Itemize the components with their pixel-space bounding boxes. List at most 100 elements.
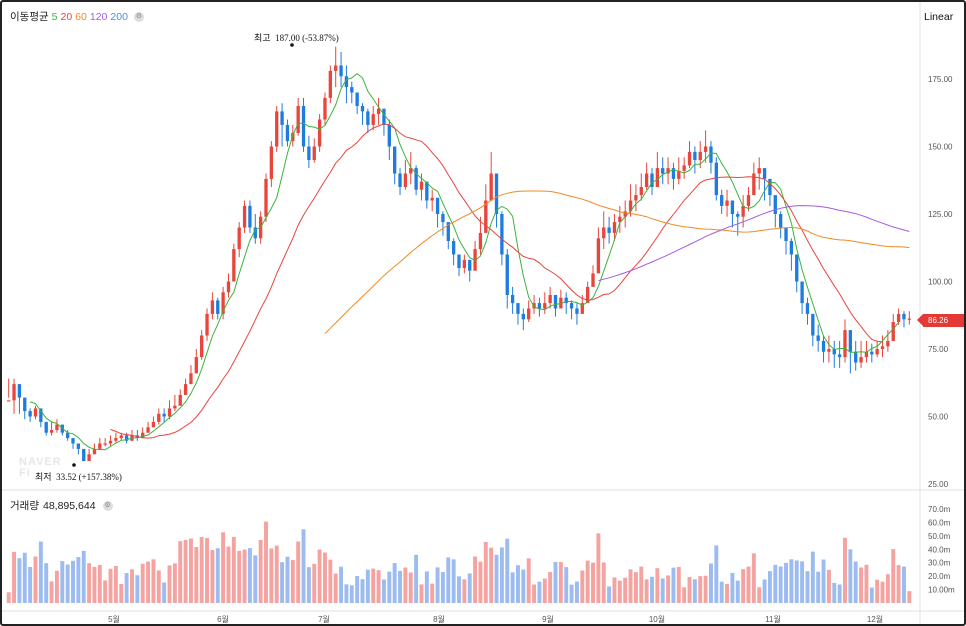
candle-body <box>569 303 574 309</box>
moving-average-legend[interactable]: 이동평균 5 20 60 120 200 ⚙ <box>10 9 144 24</box>
volume-bar <box>253 555 258 603</box>
candle-body <box>141 432 145 439</box>
candle-body <box>355 92 359 106</box>
volume-bar <box>853 561 858 603</box>
volume-bar <box>306 567 311 603</box>
candle-body <box>366 111 370 125</box>
candle-body <box>328 70 332 98</box>
candle-body <box>285 124 290 142</box>
ma20-line <box>110 123 883 439</box>
candle-body <box>746 195 751 206</box>
candle-body <box>414 168 418 190</box>
ma-5-label: 5 <box>51 10 58 23</box>
candle-body <box>698 151 702 160</box>
volume-tick-label: 10.00m <box>928 586 955 595</box>
candle-body <box>591 273 595 287</box>
ma-120-label: 120 <box>89 10 108 23</box>
volume-bar <box>639 566 644 603</box>
volume-bar <box>274 545 279 603</box>
volume-bar <box>655 568 660 603</box>
candle-body <box>291 133 295 142</box>
candle-body <box>693 151 697 160</box>
volume-bar <box>821 559 826 603</box>
candle-body <box>194 357 198 374</box>
volume-bar <box>505 538 510 603</box>
gear-icon[interactable]: ⚙ <box>133 11 144 22</box>
volume-bar <box>285 556 290 603</box>
volume-bar <box>816 571 821 603</box>
volume-bar <box>725 583 730 603</box>
candle-body <box>205 313 209 336</box>
volume-bar <box>130 569 134 603</box>
volume-bar <box>880 581 885 603</box>
volume-bar <box>778 566 783 603</box>
volume-bar <box>22 552 27 603</box>
candle-body <box>350 87 354 93</box>
volume-bar <box>580 570 585 603</box>
volume-bar <box>349 585 354 603</box>
candle-body <box>752 173 756 196</box>
candle-body <box>307 146 311 160</box>
candle-body <box>39 408 43 422</box>
volume-bar <box>826 569 831 603</box>
candle-body <box>312 146 316 160</box>
candle-body <box>870 351 874 355</box>
volume-bar <box>71 560 75 603</box>
volume-bar <box>290 560 295 603</box>
candle-body <box>344 76 349 88</box>
candle-body <box>339 65 343 77</box>
volume-bar <box>891 549 896 603</box>
volume-bar <box>221 532 226 603</box>
gear-icon[interactable]: ⚙ <box>102 500 113 511</box>
ma-20-label: 20 <box>60 10 73 23</box>
volume-bar <box>451 559 456 603</box>
volume-bar <box>365 569 370 603</box>
volume-bar <box>247 548 252 603</box>
candle-body <box>376 108 381 115</box>
candle-body <box>548 295 552 304</box>
volume-bar <box>323 552 327 603</box>
candle-body <box>49 430 54 433</box>
volume-bar <box>875 579 880 603</box>
candle-body <box>76 443 81 449</box>
volume-bar <box>574 581 579 603</box>
candle-body <box>891 322 895 341</box>
price-tick-label: 50.00 <box>928 413 949 422</box>
volume-bar <box>269 548 274 603</box>
volume-bar <box>746 566 751 603</box>
volume-bar <box>714 545 719 603</box>
candle-body <box>505 254 509 295</box>
price-tick-label: 25.00 <box>928 480 949 489</box>
candle-body <box>98 443 102 449</box>
candle-body <box>811 313 815 336</box>
volume-bar <box>617 580 622 603</box>
volume-bar <box>832 582 837 603</box>
volume-bar <box>516 565 520 603</box>
scale-toggle-button[interactable]: Linear <box>924 11 954 23</box>
volume-tick-label: 70.0m <box>928 505 951 514</box>
candle-body <box>677 170 681 179</box>
volume-bar <box>199 537 204 603</box>
volume-legend[interactable]: 거래량 48,895,644 ⚙ <box>10 498 113 513</box>
candle-body <box>269 146 274 179</box>
candle-body <box>71 438 75 444</box>
candle-body <box>564 297 568 304</box>
volume-bar <box>762 579 767 603</box>
candle-body <box>162 413 166 417</box>
volume-bar <box>650 576 654 603</box>
volume-bar <box>633 572 638 603</box>
volume-bar <box>548 571 553 603</box>
candle-body <box>650 173 654 187</box>
low-label-value: 33.52 (+157.38%) <box>56 472 122 482</box>
candle-body <box>789 241 794 255</box>
volume-bar <box>188 538 193 603</box>
candle-body <box>398 173 402 187</box>
candle-body <box>714 162 718 196</box>
volume-tick-label: 20.0m <box>928 572 951 581</box>
candle-body <box>494 173 499 214</box>
volume-bar <box>467 573 472 603</box>
volume-bar <box>843 537 847 603</box>
volume-bar <box>896 565 901 603</box>
volume-bar <box>596 533 601 603</box>
